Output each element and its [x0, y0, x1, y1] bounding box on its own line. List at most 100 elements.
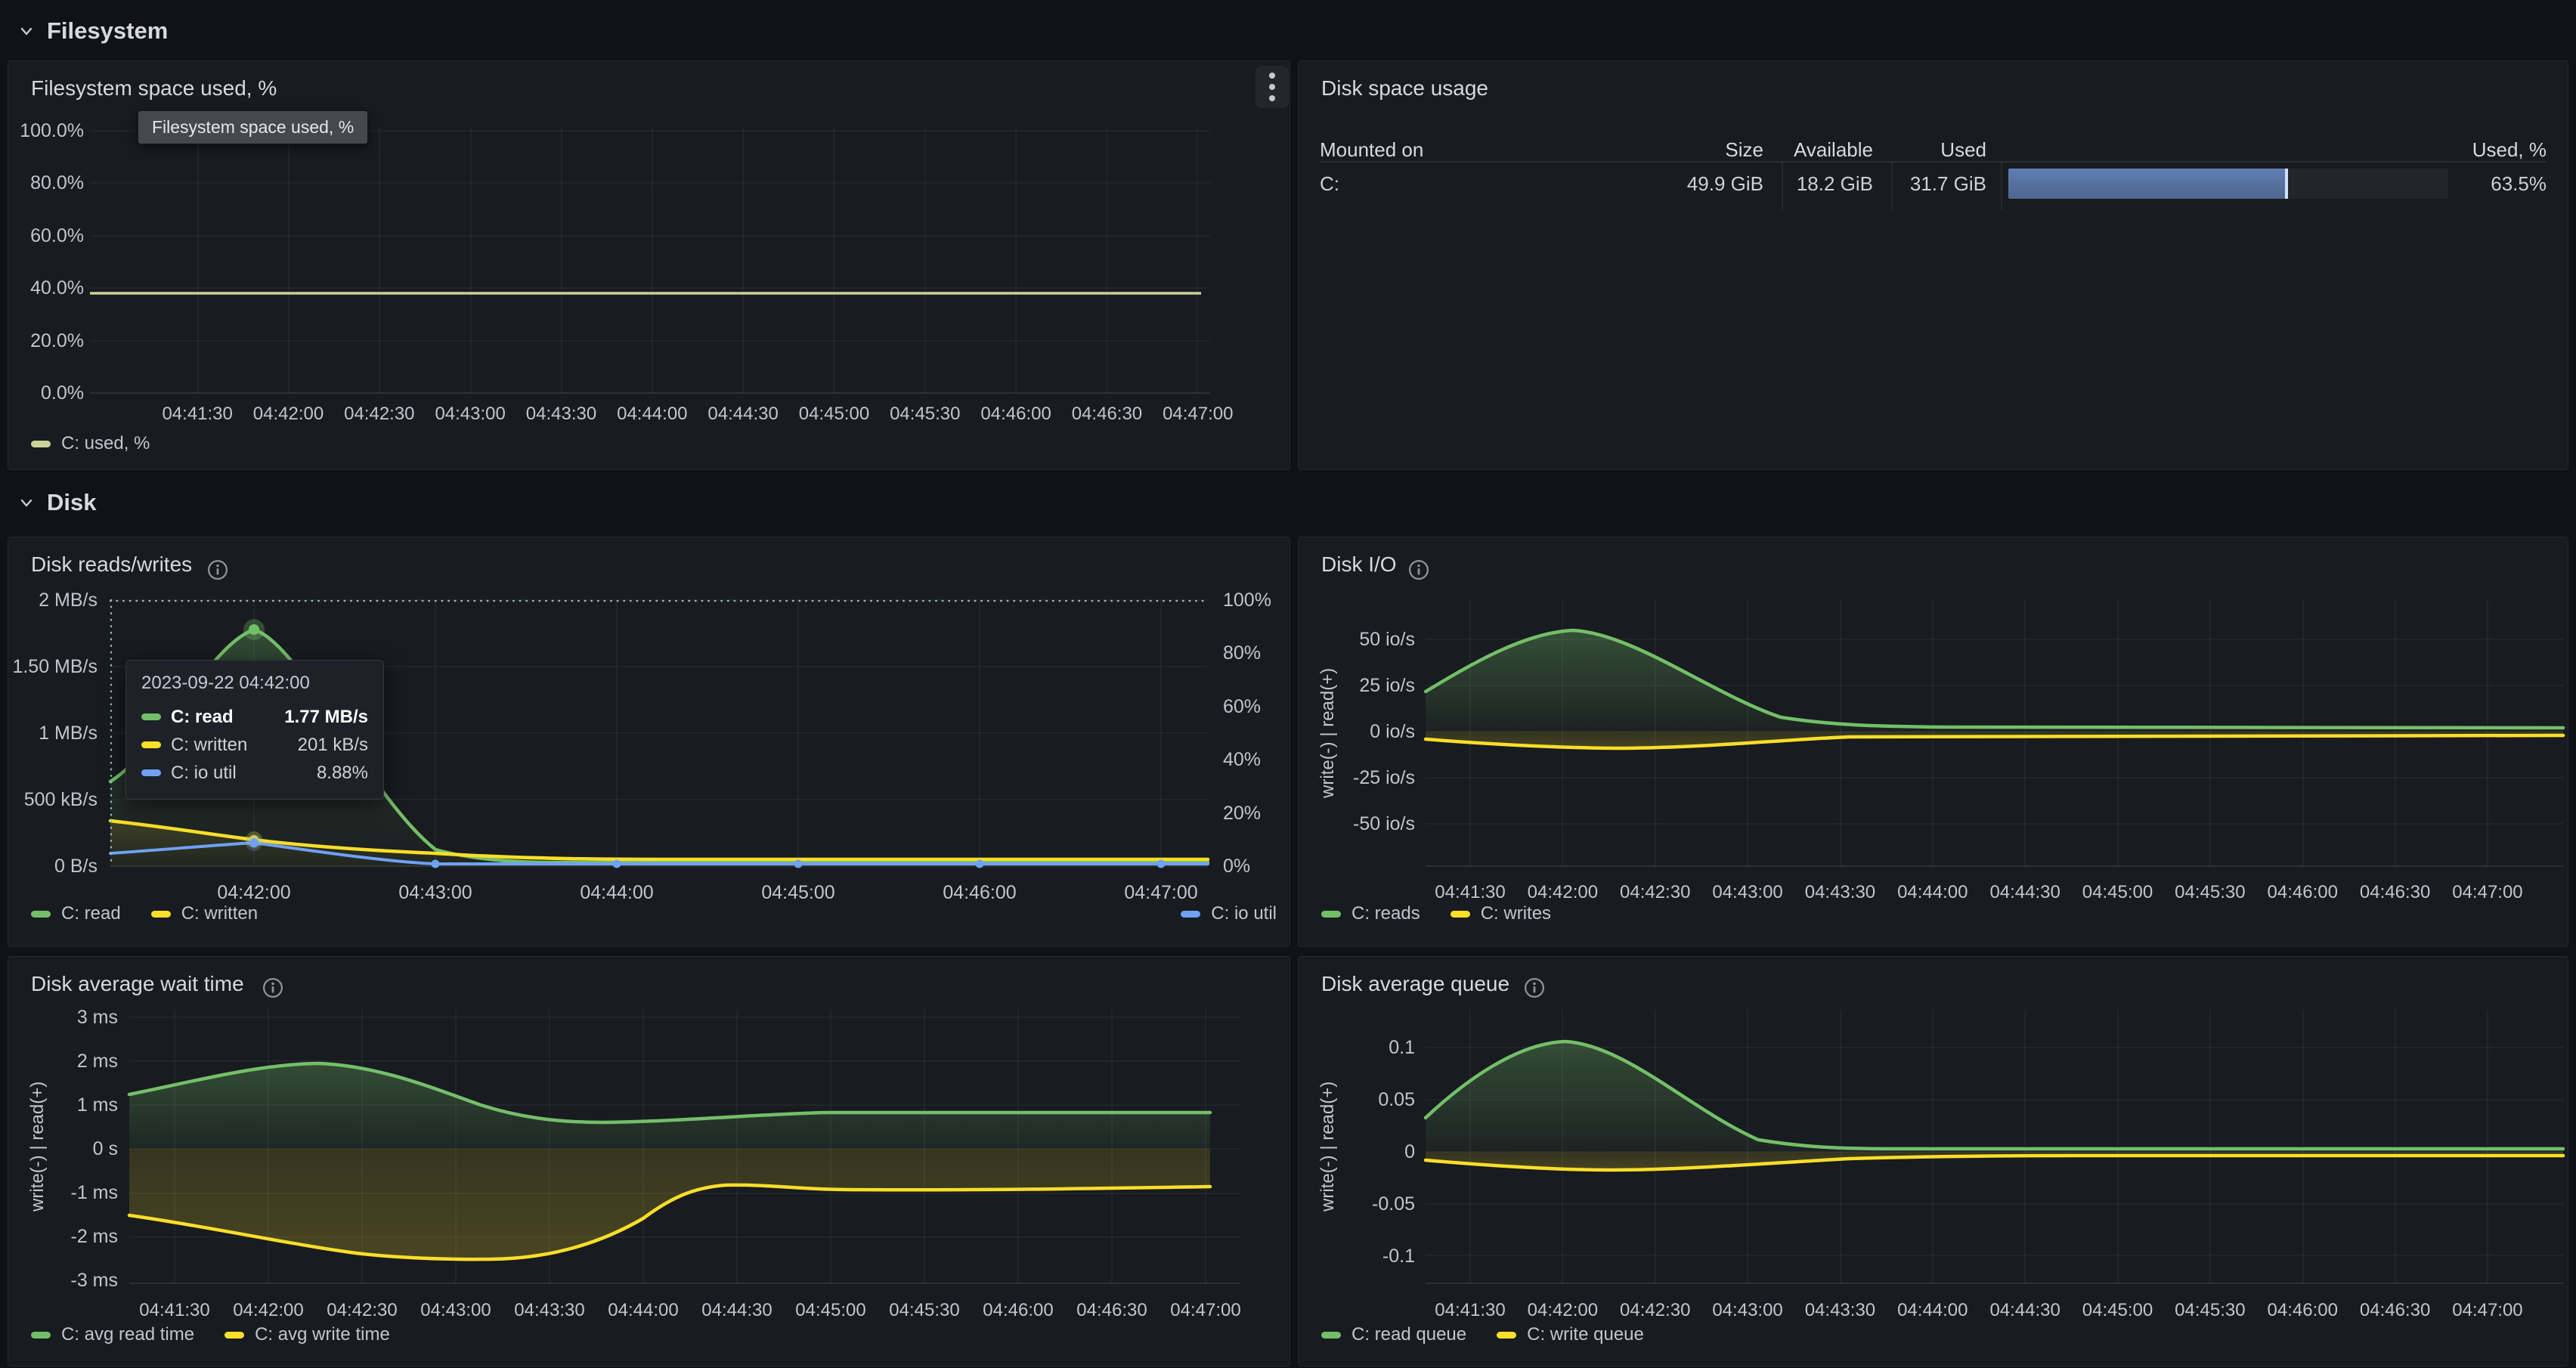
axis-tick-label: 04:42:30 [1609, 1299, 1701, 1322]
legend-item[interactable]: C: write queue [1497, 1324, 1644, 1345]
x-axis-labels: 04:41:3004:42:0004:42:3004:43:0004:43:30… [1424, 1299, 2534, 1322]
panel-title[interactable]: Disk space usage [1321, 76, 1488, 101]
col-header-available[interactable]: Available [1760, 138, 1873, 162]
tooltip-series-value: 1.77 MB/s [284, 707, 368, 728]
axis-tick-label: 04:42:00 [1516, 881, 1608, 904]
info-icon[interactable] [262, 976, 284, 999]
legend-item[interactable]: C: io util [1181, 903, 1277, 924]
axis-tick-label: 04:46:30 [2349, 1299, 2441, 1322]
legend-item[interactable]: C: writes [1451, 903, 1551, 924]
panel-disk-space-usage: Disk space usage Mounted on Size Availab… [1298, 60, 2568, 470]
disk-io-chart[interactable] [1426, 600, 2563, 866]
chevron-down-icon [18, 494, 35, 511]
legend-series-color [31, 911, 51, 918]
col-header-used-pct[interactable]: Used, % [2433, 138, 2547, 162]
disk-wait-time-chart[interactable] [129, 1010, 1240, 1283]
legend-series-color [151, 911, 171, 918]
legend-item[interactable]: C: used, % [31, 433, 150, 454]
panel-title[interactable]: Disk I/O [1321, 552, 1397, 577]
axis-tick-label: 04:42:00 [1516, 1299, 1608, 1322]
y-axis-left-labels: 2 MB/s1.50 MB/s1 MB/s500 kB/s0 B/s [8, 589, 98, 877]
panel-disk-io: Disk I/O write(-) | read(+) 50 io/s25 io… [1298, 537, 2568, 947]
x-axis-labels: 04:42:0004:43:0004:44:0004:45:0004:46:00… [205, 881, 1210, 904]
legend-series-label: C: write queue [1527, 1324, 1644, 1345]
panel-title[interactable]: Disk average queue [1321, 972, 1509, 996]
disk-queue-chart[interactable] [1426, 1010, 2563, 1283]
legend-series-color [224, 1332, 244, 1339]
section-title: Disk [47, 489, 96, 516]
axis-tick-label: 0 s [31, 1137, 118, 1160]
axis-tick-label: 1 MB/s [8, 722, 98, 744]
legend-series-color [1451, 911, 1470, 918]
cell-used: 31.7 GiB [1873, 172, 1986, 196]
axis-tick-label: 1.50 MB/s [8, 655, 98, 678]
series-fill-read-time [129, 1063, 1210, 1149]
axis-tick-label: 04:46:00 [930, 881, 1029, 904]
axis-tick-label: 0 B/s [8, 855, 98, 877]
panel-disk-reads-writes: Disk reads/writes 2 MB/s1.50 MB/s1 MB/s5… [8, 537, 1290, 947]
panel-menu-kebab-button[interactable] [1255, 66, 1289, 108]
bar-gauge-fill [2008, 169, 2288, 199]
tooltip-row: C: read 1.77 MB/s [141, 703, 368, 731]
panel-title[interactable]: Disk reads/writes [31, 552, 192, 577]
info-icon[interactable] [1523, 976, 1546, 999]
axis-tick-label: 100% [1223, 589, 1291, 611]
panel-title[interactable]: Disk average wait time [31, 972, 244, 996]
y-axis-labels: 3 ms2 ms1 ms0 s-1 ms-2 ms-3 ms [31, 1006, 118, 1292]
axis-tick-label: 2 ms [31, 1050, 118, 1072]
axis-tick-label: 04:45:00 [785, 1299, 877, 1322]
hover-point-read [249, 624, 259, 635]
axis-tick-label: 04:47:00 [2441, 881, 2534, 904]
y-axis-right-labels: 100%80%60%40%20%0% [1223, 589, 1291, 877]
section-header-filesystem[interactable]: Filesystem [18, 14, 168, 48]
panel-filesystem-space-used: Filesystem space used, % 100.0%80.0%60.0… [8, 60, 1290, 470]
axis-tick-label: 04:45:00 [749, 881, 847, 904]
axis-tick-label: 04:45:00 [2072, 881, 2164, 904]
legend-item[interactable]: C: read queue [1321, 1324, 1466, 1345]
chevron-down-icon [18, 23, 35, 39]
axis-tick-label: 04:44:00 [568, 881, 666, 904]
series-color-pill [141, 769, 161, 776]
legend: C: reads C: writes [1321, 903, 1551, 924]
axis-tick-label: 04:45:30 [2164, 1299, 2256, 1322]
y-axis-title: write(-) | read(+) [1315, 1010, 1341, 1283]
cell-mounted-on: C: [1320, 172, 1622, 196]
axis-tick-label: 04:45:30 [878, 1299, 971, 1322]
data-point [794, 860, 803, 868]
data-point [432, 860, 440, 868]
axis-tick-label: -3 ms [31, 1269, 118, 1292]
axis-tick-label: 04:42:00 [243, 403, 333, 426]
axis-tick-label: 60% [1223, 695, 1291, 718]
x-axis-labels: 04:41:3004:42:0004:42:3004:43:0004:43:30… [128, 1299, 1252, 1322]
axis-tick-label: 04:42:30 [316, 1299, 408, 1322]
axis-tick-label: 04:43:30 [503, 1299, 596, 1322]
axis-tick-label: 04:44:00 [607, 403, 698, 426]
col-header-size[interactable]: Size [1650, 138, 1763, 162]
axis-tick-label: 20.0% [8, 330, 84, 352]
series-color-pill [141, 713, 161, 720]
axis-tick-label: 04:44:00 [1887, 1299, 1979, 1322]
legend-item[interactable]: C: read [31, 903, 121, 924]
axis-tick-label: 40.0% [8, 277, 84, 299]
axis-tick-label: 20% [1223, 802, 1291, 825]
axis-tick-label: 04:44:30 [1979, 1299, 2071, 1322]
axis-tick-label: 04:43:30 [516, 403, 606, 426]
tooltip-row: C: io util 8.88% [141, 759, 368, 787]
legend-item[interactable]: C: avg read time [31, 1324, 194, 1345]
section-header-disk[interactable]: Disk [18, 485, 96, 520]
axis-tick-label: 04:41:30 [1424, 881, 1516, 904]
axis-tick-label: 04:46:30 [1061, 403, 1152, 426]
axis-tick-label: 80% [1223, 642, 1291, 664]
legend-item[interactable]: C: avg write time [224, 1324, 390, 1345]
filesystem-usage-chart[interactable] [90, 128, 1210, 393]
panel-title[interactable]: Filesystem space used, % [31, 76, 277, 101]
legend-item[interactable]: C: written [151, 903, 258, 924]
tooltip-timestamp: 2023-09-22 04:42:00 [141, 673, 368, 694]
info-icon[interactable] [206, 559, 229, 581]
col-header-used[interactable]: Used [1873, 138, 1986, 162]
axis-tick-label: 04:46:30 [2349, 881, 2441, 904]
legend-item[interactable]: C: reads [1321, 903, 1420, 924]
info-icon[interactable] [1407, 559, 1430, 581]
axis-tick-label: 50 io/s [1329, 628, 1415, 651]
col-header-mounted-on[interactable]: Mounted on [1320, 138, 1622, 162]
